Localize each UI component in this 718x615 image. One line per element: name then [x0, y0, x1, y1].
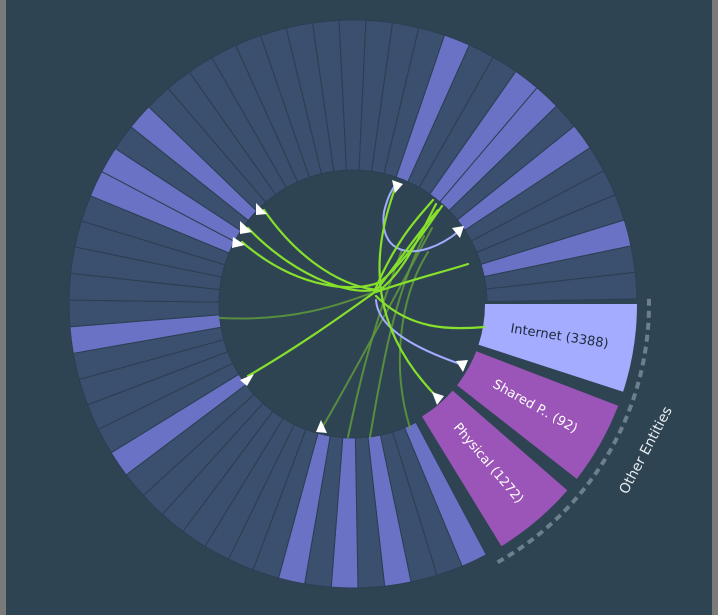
entity-segment-shape[interactable]: [421, 390, 568, 547]
marker-icon: [256, 203, 267, 215]
marker-icon: [452, 226, 464, 238]
chord-dim[interactable]: [321, 227, 433, 429]
chord-bright[interactable]: [372, 198, 435, 294]
entity-segments: Internet (3388)Shared P.. (92)Physical (…: [421, 304, 637, 547]
entity-segment-shape[interactable]: [478, 304, 637, 392]
entity-segment-shape[interactable]: [457, 351, 619, 479]
chord-bright[interactable]: [262, 202, 438, 292]
chords: [219, 182, 486, 438]
marker-icon: [240, 374, 254, 386]
chord-markers: [232, 180, 468, 433]
chord-bright[interactable]: [246, 288, 380, 378]
chord-bright[interactable]: [240, 204, 444, 289]
marker-icon: [316, 420, 327, 433]
chord-dim[interactable]: [369, 235, 425, 438]
marker-icon: [456, 360, 468, 372]
chord-dim[interactable]: [219, 289, 381, 320]
chord-diagram-canvas: Internet (3388) Shared P.. (92) Physical (…: [6, 0, 712, 615]
entity-segment-internet[interactable]: Internet (3388): [478, 304, 637, 392]
ring-segment[interactable]: [485, 271, 638, 303]
chord-bright[interactable]: [374, 262, 470, 294]
chord-bright[interactable]: [374, 294, 486, 330]
marker-icon: [232, 237, 245, 248]
segment-ring: [68, 19, 638, 589]
chord-lavender[interactable]: [382, 182, 459, 253]
marker-icon: [240, 221, 252, 234]
chord-lavender[interactable]: [375, 299, 461, 365]
other-entities-group-arc: [495, 298, 651, 565]
marker-icon: [432, 392, 444, 405]
marker-icon: [392, 180, 403, 193]
chord-bright[interactable]: [378, 184, 438, 398]
chord-diagram: Internet (3388)Shared P.. (92)Physical (…: [68, 19, 676, 589]
entity-segment-physical[interactable]: Physical (1272): [421, 390, 568, 547]
